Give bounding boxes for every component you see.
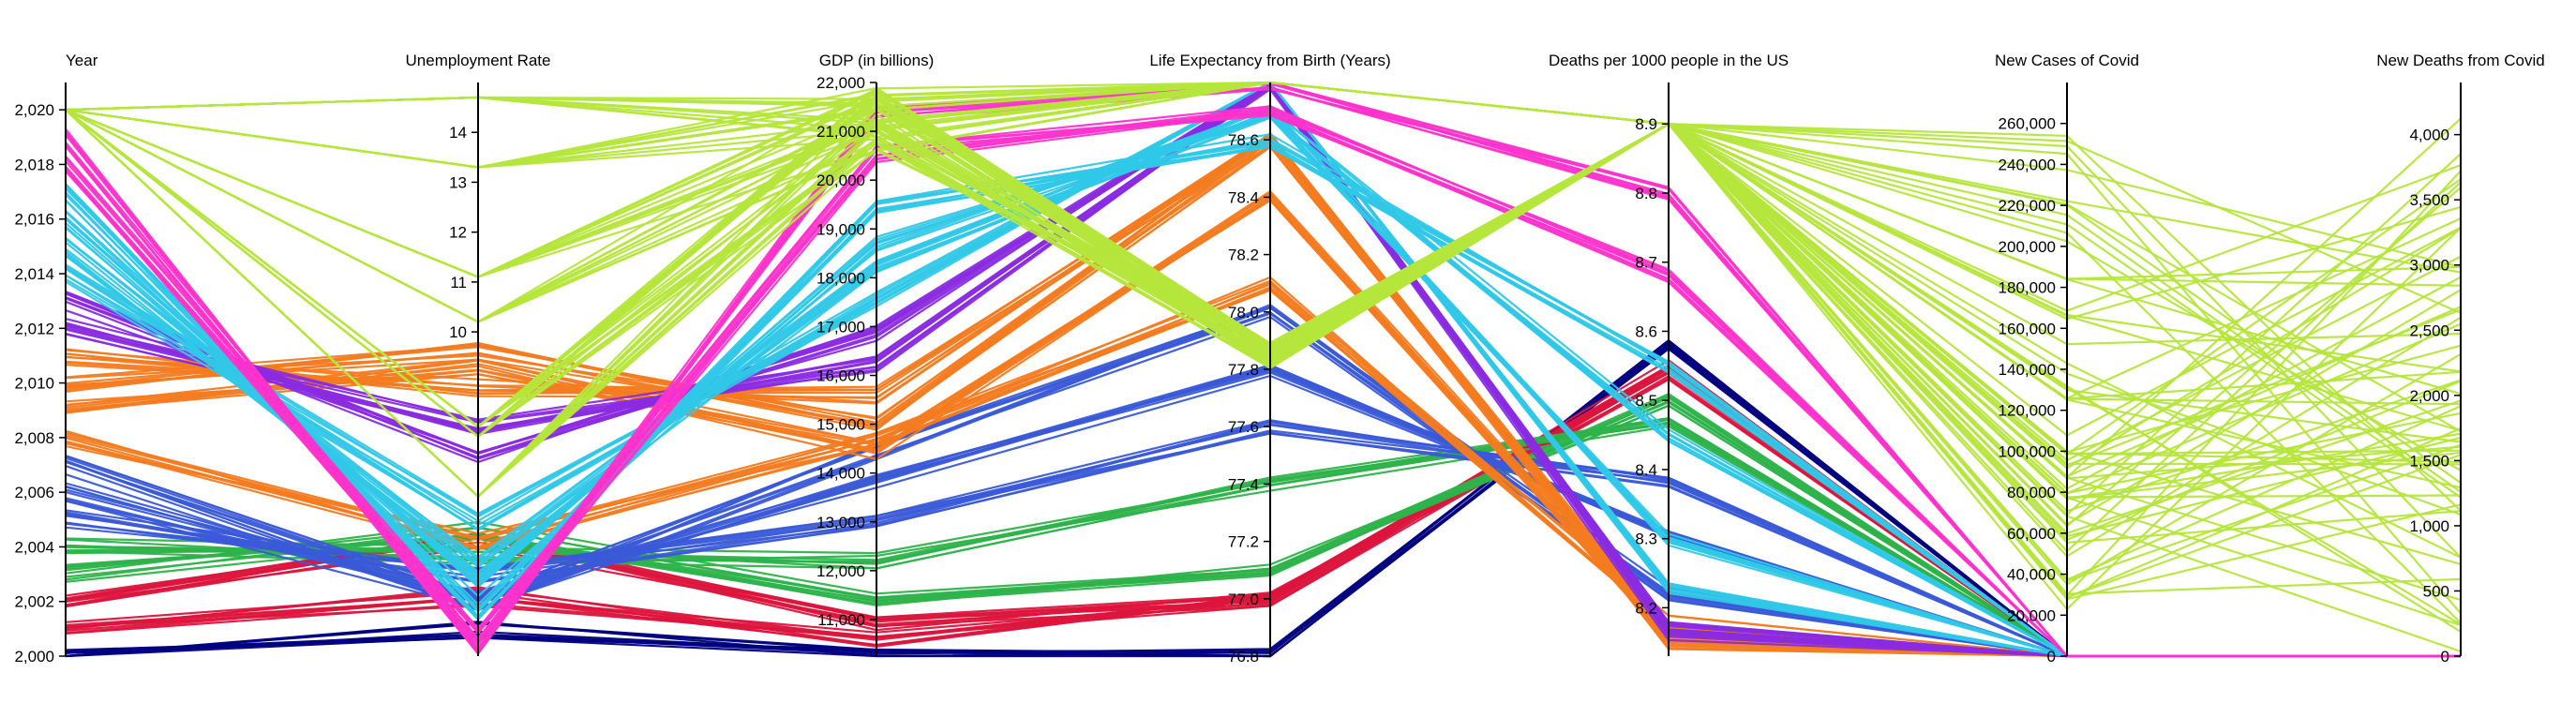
axis-life: Life Expectancy from Birth (Years) 76.8 77…: [1149, 52, 1390, 666]
tick-label-covid_deaths: 1,000: [2409, 517, 2449, 535]
tick-label-covid_deaths: 3,000: [2409, 257, 2449, 275]
tick-label-year: 2,000: [14, 648, 54, 666]
tick-label-life: 77.2: [1228, 533, 1259, 551]
polyline-layer: [65, 81, 2462, 658]
tick-label-gdp: 21,000: [816, 123, 865, 141]
axis-covid_deaths: New Deaths from Covid 0 500 1,000 1,500 2,000…: [2376, 52, 2545, 666]
tick-label-covid_deaths: 4,000: [2409, 127, 2449, 144]
axis-title-deaths: Deaths per 1000 people in the US: [1549, 52, 1789, 69]
tick-label-deaths: 8.8: [1635, 185, 1657, 202]
tick-label-deaths: 8.4: [1635, 461, 1657, 479]
series-line-2020: [65, 87, 2462, 366]
axis-year: Year 2,000 2,002 2,004 2,006 2,008 2,010 2,012 2…: [14, 52, 97, 666]
tick-label-deaths: 8.3: [1635, 531, 1657, 548]
tick-label-gdp: 13,000: [816, 514, 865, 531]
tick-label-year: 2,016: [14, 211, 54, 229]
tick-label-cases: 200,000: [1999, 238, 2056, 256]
tick-label-deaths: 8.2: [1635, 599, 1657, 617]
tick-label-cases: 220,000: [1999, 197, 2056, 215]
tick-label-covid_deaths: 3,500: [2409, 191, 2449, 209]
tick-label-cases: 20,000: [2007, 606, 2056, 624]
axis-cases: New Cases of Covid 0 20,000 40,000 60,000 80,…: [1995, 52, 2139, 666]
tick-label-life: 78.0: [1228, 304, 1259, 322]
tick-label-year: 2,010: [14, 375, 54, 393]
axis-title-cases: New Cases of Covid: [1995, 52, 2139, 69]
tick-label-gdp: 22,000: [816, 74, 865, 92]
tick-label-life: 77.6: [1228, 418, 1259, 436]
axis-title-covid_deaths: New Deaths from Covid: [2376, 52, 2545, 69]
tick-label-covid_deaths: 0: [2441, 648, 2449, 666]
series-line-2006: [65, 367, 2461, 658]
tick-label-deaths: 8.6: [1635, 322, 1657, 340]
tick-label-gdp: 12,000: [816, 562, 865, 580]
tick-label-cases: 260,000: [1999, 115, 2056, 133]
axis-title-gdp: GDP (in billions): [819, 52, 935, 69]
tick-label-life: 78.6: [1228, 131, 1259, 149]
tick-label-cases: 100,000: [1999, 442, 2056, 460]
tick-label-cases: 180,000: [1999, 279, 2056, 297]
tick-label-unemployment: 13: [449, 173, 467, 191]
axis-title-life: Life Expectancy from Birth (Years): [1149, 52, 1390, 69]
tick-label-unemployment: 14: [449, 124, 467, 142]
tick-label-year: 2,004: [14, 538, 54, 556]
axis-deaths: Deaths per 1000 people in the US 8.2 8.3 8.…: [1549, 52, 1789, 656]
tick-label-unemployment: 10: [449, 323, 467, 341]
series-line-2020: [65, 109, 2462, 456]
tick-label-deaths: 8.9: [1635, 115, 1657, 133]
axis-unemployment: Unemployment Rate 10 11 12 13 14: [406, 52, 551, 656]
series-line-2001: [65, 367, 2461, 658]
tick-label-life: 77.8: [1228, 361, 1259, 379]
tick-label-cases: 60,000: [2007, 525, 2056, 543]
tick-label-covid_deaths: 2,500: [2409, 322, 2449, 339]
tick-label-year: 2,008: [14, 429, 54, 447]
tick-label-gdp: 18,000: [816, 269, 865, 287]
tick-label-gdp: 14,000: [816, 465, 865, 483]
tick-label-deaths: 8.7: [1635, 254, 1657, 272]
tick-label-gdp: 11,000: [817, 611, 865, 629]
tick-label-unemployment: 12: [449, 224, 467, 242]
series-line-2006: [65, 369, 2461, 658]
tick-label-cases: 40,000: [2007, 566, 2056, 584]
axis-gdp: GDP (in billions) 11,000 12,000 13,000 14,00…: [816, 52, 934, 656]
tick-label-life: 78.2: [1228, 247, 1259, 264]
tick-label-life: 77.0: [1228, 591, 1259, 608]
axis-title-unemployment: Unemployment Rate: [406, 52, 551, 69]
tick-label-year: 2,014: [14, 265, 54, 283]
tick-label-covid_deaths: 1,500: [2409, 452, 2449, 470]
tick-label-covid_deaths: 2,000: [2409, 387, 2449, 405]
tick-label-life: 77.4: [1228, 475, 1259, 493]
tick-label-cases: 0: [2047, 648, 2056, 666]
tick-label-life: 76.8: [1228, 648, 1259, 666]
tick-label-cases: 140,000: [1999, 361, 2056, 379]
series-line-2001: [65, 369, 2461, 658]
axis-title-year: Year: [66, 52, 98, 69]
tick-label-covid_deaths: 500: [2423, 582, 2449, 600]
series-line-2001: [65, 367, 2461, 658]
tick-label-year: 2,018: [14, 156, 54, 173]
axes-layer: Year 2,000 2,002 2,004 2,006 2,008 2,010 2,012 2…: [14, 52, 2544, 666]
series-line-2002: [65, 370, 2461, 658]
tick-label-year: 2,020: [14, 101, 54, 119]
tick-label-gdp: 20,000: [816, 172, 865, 189]
tick-label-cases: 240,000: [1999, 156, 2056, 173]
tick-label-cases: 160,000: [1999, 320, 2056, 337]
tick-label-year: 2,006: [14, 484, 54, 501]
tick-label-unemployment: 11: [450, 274, 467, 292]
tick-label-deaths: 8.5: [1635, 392, 1657, 410]
tick-label-gdp: 17,000: [816, 318, 865, 336]
tick-label-gdp: 16,000: [816, 367, 865, 385]
series-line-2006: [65, 366, 2461, 658]
tick-label-gdp: 15,000: [816, 416, 865, 434]
tick-label-life: 78.4: [1228, 188, 1259, 206]
tick-label-gdp: 19,000: [816, 220, 865, 238]
tick-label-cases: 80,000: [2007, 484, 2056, 501]
tick-label-year: 2,002: [14, 593, 54, 611]
tick-label-cases: 120,000: [1999, 402, 2056, 420]
tick-label-year: 2,012: [14, 320, 54, 337]
